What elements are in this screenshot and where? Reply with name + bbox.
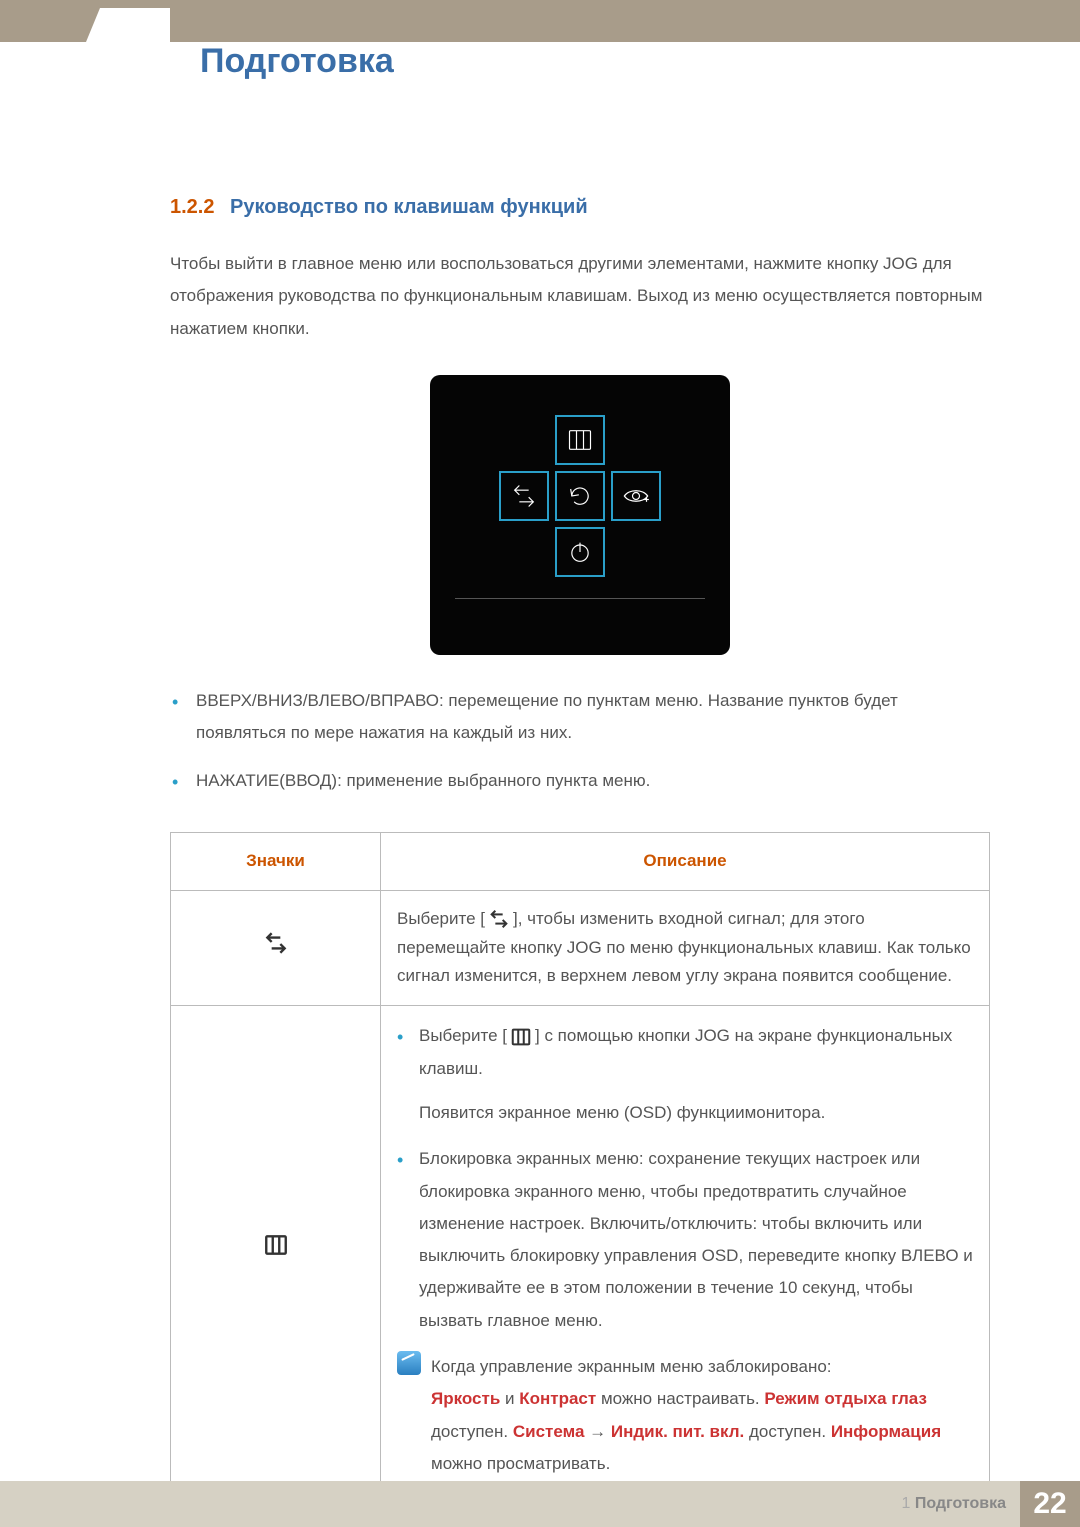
table-row: Выберите [], чтобы изменить входной сигн… [171,890,990,1006]
eye-saver-icon [611,471,661,521]
menu-icon [507,1026,535,1045]
icon-table: Значки Описание Выберите [], чтобы измен… [170,832,990,1495]
note-block: Когда управление экранным меню заблокиро… [397,1351,973,1480]
note-text: Когда управление экранным меню заблокиро… [431,1351,973,1480]
note-rich-text: Яркость и Контраст можно настраивать. Ре… [431,1383,973,1480]
intro-paragraph: Чтобы выйти в главное меню или воспользо… [170,248,990,345]
desc-cell: Выберите [], чтобы изменить входной сигн… [381,890,990,1006]
text: Выберите [ [419,1026,507,1045]
footer-chapter-ref: 1 Подготовка [901,1495,1006,1513]
text: Выберите [ [397,909,485,928]
source-icon [485,909,513,928]
icon-cell [171,890,381,1006]
chapter-title: Подготовка [200,42,394,81]
section-heading: 1.2.2 Руководство по клавишам функций [170,190,990,224]
table-header: Описание [381,832,990,890]
text: Когда управление экранным меню заблокиро… [431,1351,973,1383]
table-row: Выберите [] с помощью кнопки JOG на экра… [171,1006,990,1495]
text: Появится экранное меню (OSD) функциимони… [419,1097,973,1129]
note-icon [397,1351,421,1375]
list-item: ВВЕРХ/ВНИЗ/ВЛЕВО/ВПРАВО: перемещение по … [196,685,990,750]
icon-cell [171,1006,381,1495]
page-number: 22 [1020,1481,1080,1527]
list-item: Выберите [] с помощью кнопки JOG на экра… [397,1020,973,1129]
chapter-tab [100,8,170,88]
page-content: 1.2.2 Руководство по клавишам функций Чт… [170,190,990,1495]
osd-divider [455,598,705,599]
section-number: 1.2.2 [170,196,214,218]
source-icon [259,941,293,960]
menu-icon [555,415,605,465]
cell-bullet-list: Выберите [] с помощью кнопки JOG на экра… [397,1020,973,1337]
osd-diagram [430,375,730,655]
table-header: Значки [171,832,381,890]
nav-bullet-list: ВВЕРХ/ВНИЗ/ВЛЕВО/ВПРАВО: перемещение по … [170,685,990,798]
desc-cell: Выберите [] с помощью кнопки JOG на экра… [381,1006,990,1495]
section-title: Руководство по клавишам функций [230,196,588,218]
return-icon [555,471,605,521]
menu-icon [259,1243,293,1262]
list-item: Блокировка экранных меню: сохранение тек… [397,1143,973,1337]
list-item: НАЖАТИЕ(ВВОД): применение выбранного пун… [196,765,990,797]
power-icon [555,527,605,577]
page-footer: 1 Подготовка 22 [0,1481,1080,1527]
osd-grid [499,415,661,577]
source-icon [499,471,549,521]
